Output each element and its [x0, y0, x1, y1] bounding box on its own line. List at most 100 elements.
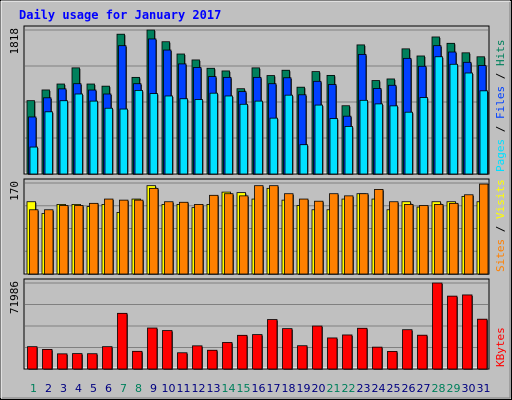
bar-sites-15 [239, 195, 249, 275]
bar-kbytes-24 [372, 346, 383, 370]
x-tick-label-1: 1 [30, 382, 37, 395]
x-tick-label-24: 24 [372, 382, 386, 395]
bar-pages-7 [119, 108, 128, 175]
panel-hits-files-pages: 1818 Pages / Files / Hits [8, 25, 507, 176]
x-tick-label-2: 2 [45, 382, 52, 395]
bar-kbytes-5 [87, 353, 98, 370]
bar-sites-10 [164, 201, 174, 275]
panel-visits-sites: 170 Sites / Visits [8, 178, 507, 275]
bar-kbytes-4 [72, 353, 83, 370]
x-tick-label-8: 8 [135, 382, 142, 395]
bar-sites-28 [434, 204, 444, 275]
bar-sites-16 [254, 185, 264, 275]
bar-pages-18 [284, 94, 293, 175]
bar-pages-5 [89, 100, 98, 175]
bar-pages-9 [149, 93, 158, 175]
x-tick-label-30: 30 [462, 382, 476, 395]
y-max-label-kbytes: 71986 [8, 281, 21, 314]
bar-pages-23 [359, 99, 368, 175]
x-tick-label-28: 28 [432, 382, 446, 395]
bar-sites-26 [404, 204, 414, 275]
legend-entry-hits-files-pages-2: Files [494, 86, 507, 119]
chart-panels: 1818 Pages / Files / Hits 170 Sites / Visit… [8, 25, 507, 370]
bar-pages-24 [374, 103, 383, 175]
bar-kbytes-11 [177, 352, 188, 370]
bar-sites-8 [134, 199, 144, 275]
legend-hits-files-pages: Pages / Files / Hits [494, 40, 507, 173]
x-tick-label-13: 13 [207, 382, 221, 395]
bar-sites-19 [299, 198, 309, 275]
x-tick-label-15: 15 [237, 382, 251, 395]
bar-sites-20 [314, 200, 324, 275]
bar-sites-17 [269, 185, 279, 275]
bar-pages-16 [254, 100, 263, 175]
bar-pages-26 [404, 111, 413, 175]
bar-kbytes-27 [417, 334, 428, 370]
x-tick-label-23: 23 [357, 382, 371, 395]
bar-kbytes-15 [237, 334, 248, 370]
legend-entry-visits-sites-2: Visits [494, 179, 507, 219]
bar-pages-15 [239, 103, 248, 175]
x-tick-label-29: 29 [447, 382, 461, 395]
x-tick-label-16: 16 [252, 382, 266, 395]
x-tick-label-12: 12 [192, 382, 206, 395]
bar-pages-20 [314, 104, 323, 175]
legend-kbytes: KBytes [494, 327, 507, 367]
bar-sites-21 [329, 193, 339, 275]
bar-kbytes-10 [162, 330, 173, 370]
bar-kbytes-1 [27, 346, 38, 370]
bar-sites-4 [74, 205, 84, 275]
x-tick-label-4: 4 [75, 382, 82, 395]
bar-pages-12 [194, 99, 203, 175]
legend-entry-hits-files-pages-3: / [494, 66, 507, 86]
bar-sites-18 [284, 193, 294, 275]
legend-entry-visits-sites-1: / [494, 219, 507, 239]
bar-pages-1 [29, 146, 38, 175]
bar-sites-27 [419, 205, 429, 275]
bar-kbytes-14 [222, 342, 233, 370]
bar-pages-22 [344, 126, 353, 175]
bar-sites-30 [464, 194, 474, 275]
x-tick-label-3: 3 [60, 382, 67, 395]
x-tick-label-22: 22 [342, 382, 356, 395]
x-tick-label-14: 14 [222, 382, 236, 395]
bar-pages-25 [389, 105, 398, 175]
bar-pages-30 [464, 72, 473, 175]
x-tick-label-18: 18 [282, 382, 296, 395]
x-tick-label-5: 5 [90, 382, 97, 395]
bar-kbytes-2 [42, 349, 53, 370]
x-tick-label-10: 10 [162, 382, 176, 395]
bar-pages-17 [269, 117, 278, 175]
bar-sites-3 [59, 205, 69, 275]
bar-kbytes-20 [312, 325, 323, 370]
bar-sites-7 [119, 199, 129, 275]
bar-kbytes-17 [267, 319, 278, 370]
bar-kbytes-19 [297, 345, 308, 370]
legend-entry-hits-files-pages-4: Hits [494, 40, 507, 67]
legend-entry-hits-files-pages-0: Pages [494, 139, 507, 172]
bar-kbytes-23 [357, 327, 368, 370]
legend-entry-kbytes-0: KBytes [494, 327, 507, 367]
bar-pages-3 [59, 100, 68, 175]
bar-kbytes-7 [117, 312, 128, 370]
bar-pages-14 [224, 95, 233, 175]
bar-pages-10 [164, 95, 173, 175]
bar-sites-6 [104, 198, 114, 275]
bar-kbytes-22 [342, 334, 353, 370]
bar-sites-31 [479, 183, 489, 275]
x-tick-label-27: 27 [417, 382, 431, 395]
bar-pages-11 [179, 98, 188, 175]
bar-kbytes-31 [477, 318, 488, 370]
x-tick-label-6: 6 [105, 382, 112, 395]
bar-kbytes-18 [282, 328, 293, 370]
bar-kbytes-16 [252, 334, 263, 370]
bar-sites-13 [209, 194, 219, 275]
bar-sites-1 [29, 209, 39, 275]
bar-sites-22 [344, 195, 354, 275]
legend-entry-hits-files-pages-1: / [494, 119, 507, 139]
panel-kbytes: 71986 KBytes [8, 278, 507, 370]
bar-sites-2 [44, 209, 54, 275]
y-max-label-visits-sites: 170 [8, 181, 21, 201]
bar-kbytes-13 [207, 349, 218, 370]
